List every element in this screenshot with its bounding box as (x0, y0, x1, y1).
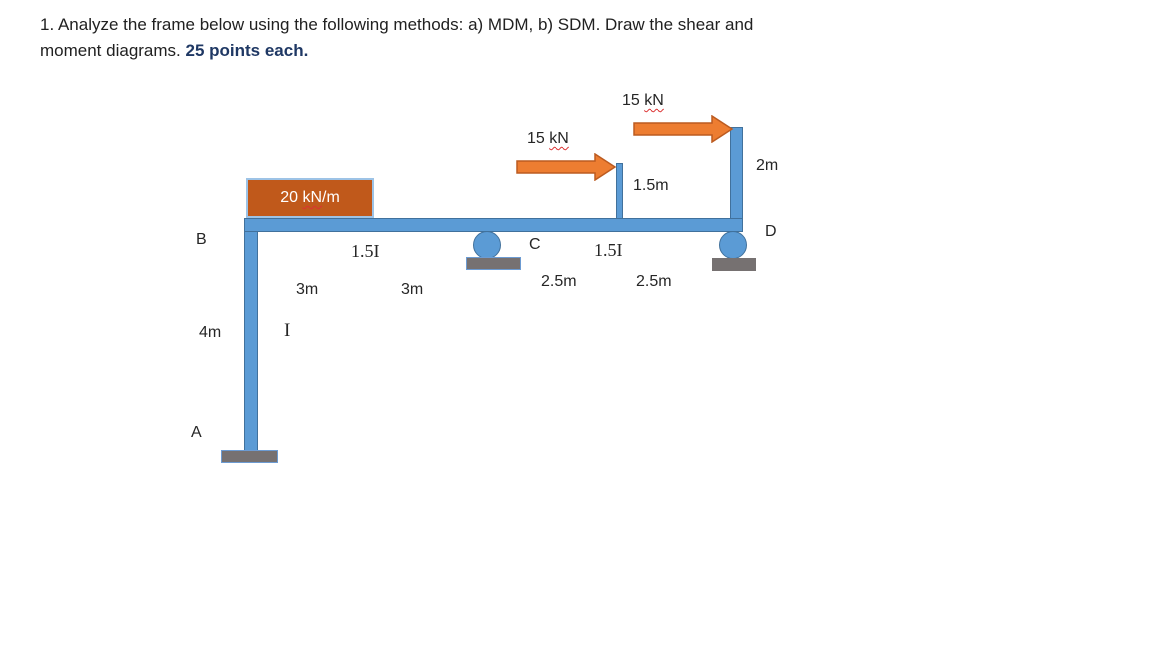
dim-label-3m-2: 3m (401, 281, 424, 298)
node-label-c: C (529, 236, 541, 253)
fixed-support-a (221, 450, 278, 463)
problem-statement-line2: moment diagrams. (40, 41, 186, 60)
point-load-top-label: 15 kN (622, 92, 664, 109)
dim-label-2-5m-2: 2.5m (636, 273, 672, 290)
column-ab (244, 224, 258, 452)
dim-label-2m: 2m (756, 157, 779, 174)
problem-statement: 1. Analyze the frame below using the fol… (40, 12, 920, 64)
point-load-mid-label: 15 kN (527, 130, 569, 147)
node-label-b: B (196, 231, 207, 248)
inertia-label-column: I (284, 320, 291, 341)
node-label-d: D (765, 223, 777, 240)
dim-label-3m-1: 3m (296, 281, 319, 298)
load-stub-mid (616, 163, 623, 223)
problem-statement-line1: 1. Analyze the frame below using the fol… (40, 15, 754, 34)
roller-circle-d (719, 231, 747, 259)
node-label-a: A (191, 424, 202, 441)
roller-circle-c (473, 231, 501, 259)
inertia-label-beam-left: 1.5I (351, 241, 380, 261)
dim-label-2-5m-1: 2.5m (541, 273, 577, 290)
point-load-arrow-mid (516, 153, 617, 181)
point-load-arrow-top (633, 115, 734, 143)
roller-base-c (466, 257, 521, 270)
beam-bd (244, 218, 743, 232)
distributed-load: 20 kN/m (246, 178, 374, 218)
roller-base-d (712, 258, 756, 271)
inertia-label-beam-right: 1.5I (594, 240, 623, 260)
dim-label-4m: 4m (199, 324, 222, 341)
points-emphasis: 25 points each. (185, 41, 309, 60)
distributed-load-label: 20 kN/m (280, 189, 340, 206)
dim-label-1-5m: 1.5m (633, 177, 669, 194)
